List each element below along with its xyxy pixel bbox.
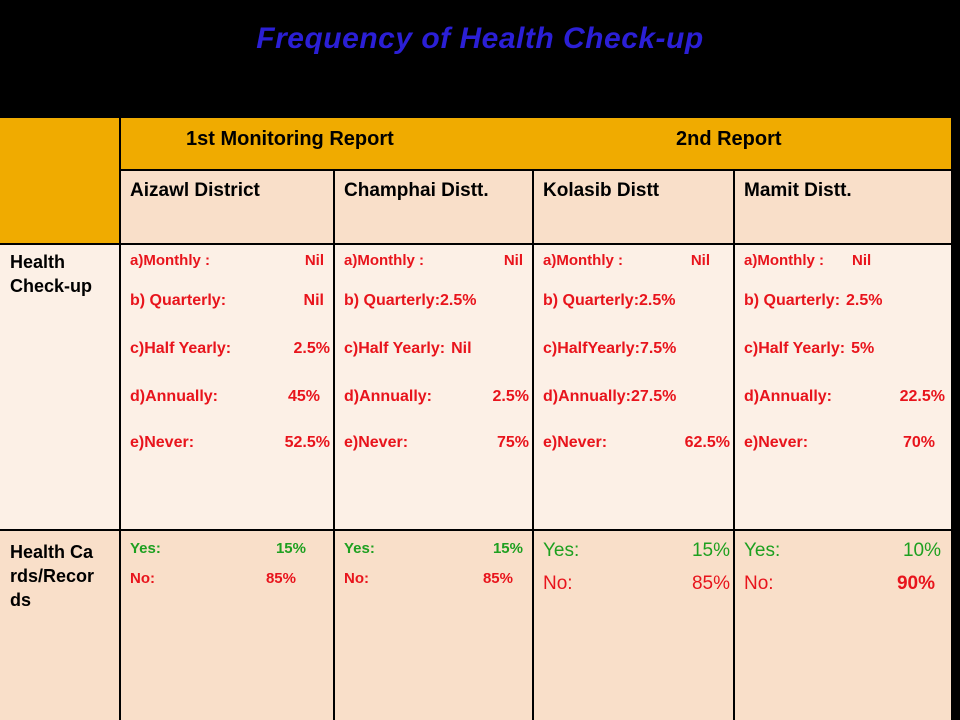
data-entry: c)Half Yearly: 5%: [744, 340, 875, 357]
report-header-row: 1st Monitoring Report 2nd Report: [120, 118, 951, 170]
grid-line: [333, 170, 335, 720]
grid-line: [120, 169, 951, 171]
health-checkup-mamit: a)Monthly : Nil b) Quarterly: 2.5% c)Half …: [734, 244, 951, 530]
data-entry: Yes: 15%: [543, 540, 730, 561]
data-entry: b) Quarterly: Nil: [130, 292, 324, 309]
health-checkup-kolasib: a)Monthly : Nil b) Quarterly: 2.5% c)HalfY…: [533, 244, 734, 530]
data-entry: e)Never: 62.5%: [543, 434, 730, 451]
data-entry: a)Monthly : Nil: [344, 252, 523, 269]
row-header-health-cards: Health Cards/Records: [0, 530, 120, 720]
column-header-aizawl: Aizawl District: [120, 170, 334, 244]
slide-title: Frequency of Health Check-up: [256, 22, 704, 55]
data-entry: No: 85%: [344, 570, 513, 587]
grid-line: [0, 529, 951, 531]
data-entry: c)HalfYearly: 7.5%: [543, 340, 677, 357]
health-checkup-table: 1st Monitoring Report 2nd Report Aizawl …: [0, 118, 951, 720]
column-header-champhai: Champhai Distt.: [334, 170, 533, 244]
data-entry: e)Never: 70%: [744, 434, 935, 451]
data-entry: No: 85%: [130, 570, 296, 587]
column-header-kolasib: Kolasib Distt: [533, 170, 734, 244]
data-entry: No: 85%: [543, 573, 730, 594]
row-header-health-checkup: Health Check-up: [0, 244, 120, 530]
corner-cell: [0, 118, 120, 244]
report1-header: 1st Monitoring Report: [186, 128, 394, 150]
data-entry: a)Monthly : Nil: [130, 252, 324, 269]
data-entry: c)Half Yearly: 2.5%: [130, 340, 330, 357]
data-entry: Yes: 10%: [744, 540, 941, 561]
data-entry: e)Never: 75%: [344, 434, 529, 451]
health-checkup-aizawl: a)Monthly : Nil b) Quarterly: Nil c)Half Y…: [120, 244, 334, 530]
data-entry: d)Annually: 27.5%: [543, 388, 677, 405]
data-entry: Yes: 15%: [130, 540, 306, 557]
grid-line: [0, 243, 951, 245]
health-cards-champhai: Yes: 15% No: 85%: [334, 530, 533, 720]
data-entry: No: 90%: [744, 573, 935, 594]
data-entry: e)Never: 52.5%: [130, 434, 330, 451]
grid-line: [733, 170, 735, 720]
data-entry: b) Quarterly: 2.5%: [744, 292, 883, 309]
report2-header: 2nd Report: [676, 128, 782, 150]
data-entry: d)Annually: 45%: [130, 388, 320, 405]
data-entry: d)Annually: 2.5%: [344, 388, 529, 405]
data-entry: Yes: 15%: [344, 540, 523, 557]
health-cards-mamit: Yes: 10% No: 90%: [734, 530, 951, 720]
data-entry: a)Monthly : Nil: [744, 252, 872, 269]
grid-line: [119, 118, 121, 720]
column-header-mamit: Mamit Distt.: [734, 170, 951, 244]
health-cards-kolasib: Yes: 15% No: 85%: [533, 530, 734, 720]
grid-line: [532, 170, 534, 720]
data-entry: c)Half Yearly: Nil: [344, 340, 472, 357]
health-cards-aizawl: Yes: 15% No: 85%: [120, 530, 334, 720]
data-entry: b) Quarterly: 2.5%: [543, 292, 676, 309]
data-entry: a)Monthly : Nil: [543, 252, 710, 269]
health-checkup-champhai: a)Monthly : Nil b) Quarterly: 2.5% c)Half …: [334, 244, 533, 530]
data-entry: d)Annually: 22.5%: [744, 388, 945, 405]
data-entry: b) Quarterly: 2.5%: [344, 292, 477, 309]
